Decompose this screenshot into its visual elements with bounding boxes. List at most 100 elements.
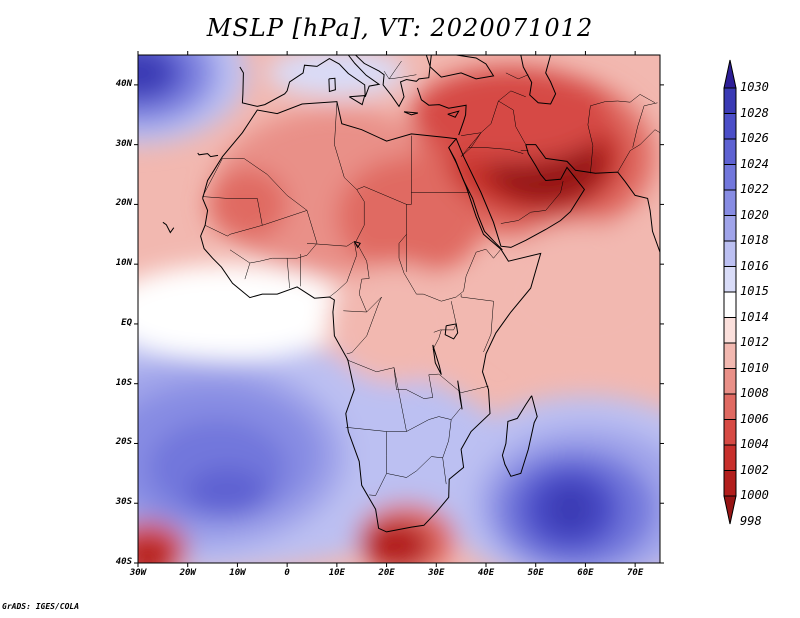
pressure-blob-15 [267, 55, 407, 97]
border-0 [243, 158, 318, 280]
colorbar-label: 1014 [740, 309, 769, 324]
border-2 [262, 210, 308, 226]
pressure-blob-24 [326, 264, 467, 384]
colorbar-cell-7 [723, 240, 737, 267]
lon-label: 40E [477, 568, 495, 578]
colorbar-cell-11 [723, 342, 737, 369]
map-title: MSLP [hPa], VT: 2020071012 [206, 14, 594, 42]
coastline-19 [457, 380, 463, 410]
lat-label: 20S [115, 437, 132, 448]
coastline-3 [239, 55, 381, 107]
lat-label: 20N [115, 198, 132, 209]
colorbar-label: 1028 [740, 105, 769, 120]
coastline-8 [328, 77, 336, 93]
coastline-16 [162, 221, 175, 234]
border-9 [460, 294, 494, 335]
border-33 [587, 94, 656, 174]
colorbar-cell-2 [723, 113, 737, 140]
border-30 [468, 147, 524, 154]
coastline-14 [448, 147, 503, 251]
colorbar-cell-9 [723, 291, 737, 318]
colorbar-label: 1006 [740, 411, 769, 426]
colorbar-label: 1008 [740, 386, 769, 400]
map-frame [137, 54, 661, 564]
border-25 [461, 90, 526, 136]
colorbar-cell-14 [723, 419, 737, 446]
colorbar-cell-4 [723, 164, 737, 191]
border-16 [406, 407, 462, 432]
border-18 [442, 457, 447, 485]
colorbar-label: 1010 [740, 360, 769, 375]
coastline-15 [197, 152, 219, 158]
lon-label: 20E [378, 568, 395, 578]
border-12 [343, 296, 382, 355]
border-27 [468, 132, 482, 148]
pressure-blob-23 [486, 222, 660, 366]
pressure-blob-26 [361, 521, 432, 563]
lon-label: 0 [284, 568, 290, 578]
credit-text: GrADS: IGES/COLA [2, 602, 80, 611]
coastlines [162, 55, 660, 533]
border-23 [306, 241, 355, 247]
colorbar-cell-3 [723, 138, 737, 165]
colorbar-label: 1030 [740, 80, 769, 94]
colorbar-label: 1026 [740, 131, 769, 145]
lat-label: EQ [121, 317, 132, 328]
colorbar-label: 1020 [740, 207, 769, 222]
colorbar-label: 1002 [740, 462, 769, 477]
colorbar-bottom-arrow [723, 495, 737, 525]
pressure-contours [138, 55, 660, 563]
colorbar-cell-6 [723, 215, 737, 242]
border-35 [617, 129, 660, 173]
colorbar-label: 1018 [740, 233, 769, 247]
coastline-20 [353, 241, 361, 249]
colorbar-label: 1024 [740, 156, 769, 171]
coastline-7 [349, 95, 366, 106]
border-3 [334, 102, 412, 205]
border-13 [346, 359, 439, 399]
lon-label: 10E [328, 568, 345, 578]
colorbar-label: 1022 [740, 182, 769, 196]
border-5 [398, 204, 502, 302]
colorbar-cell-1 [723, 87, 737, 114]
coastline-1 [455, 138, 586, 248]
border-4 [355, 189, 370, 313]
lat-label: 10S [115, 377, 132, 388]
lon-label: 20W [179, 568, 196, 578]
colorbar-cell-5 [723, 189, 737, 216]
pressure-blob-5 [187, 467, 268, 516]
border-32 [500, 210, 546, 224]
border-34 [632, 102, 658, 148]
border-20 [229, 249, 251, 264]
lat-label: 40N [115, 78, 132, 89]
colorbar-label: 998 [740, 513, 762, 528]
coastline-10 [447, 110, 460, 118]
border-1 [202, 158, 263, 237]
colorbar-cell-15 [723, 444, 737, 471]
colorbar-top-arrow [723, 59, 737, 89]
coastline-6 [501, 395, 538, 477]
lat-label: 30N [115, 138, 132, 149]
pressure-blob-17 [207, 168, 288, 241]
border-11 [432, 329, 442, 350]
lon-label: 30E [428, 568, 445, 578]
lat-label: 40S [115, 557, 132, 567]
axis-ticks [134, 51, 664, 567]
border-21 [286, 258, 290, 289]
border-37 [383, 70, 417, 80]
pressure-blob-28 [138, 539, 173, 563]
coastline-18 [432, 344, 442, 375]
border-31 [545, 181, 564, 211]
lat-label: 30S [115, 497, 132, 508]
border-26 [460, 132, 482, 157]
lon-label: 70E [627, 568, 644, 578]
coastline-9 [403, 111, 419, 116]
lon-label: 60E [577, 568, 594, 578]
colorbar-cell-8 [723, 266, 737, 293]
border-36 [505, 72, 529, 80]
border-10 [483, 334, 492, 353]
lon-label: 50E [527, 568, 544, 578]
border-15 [345, 427, 387, 432]
coastline-17 [444, 323, 459, 340]
